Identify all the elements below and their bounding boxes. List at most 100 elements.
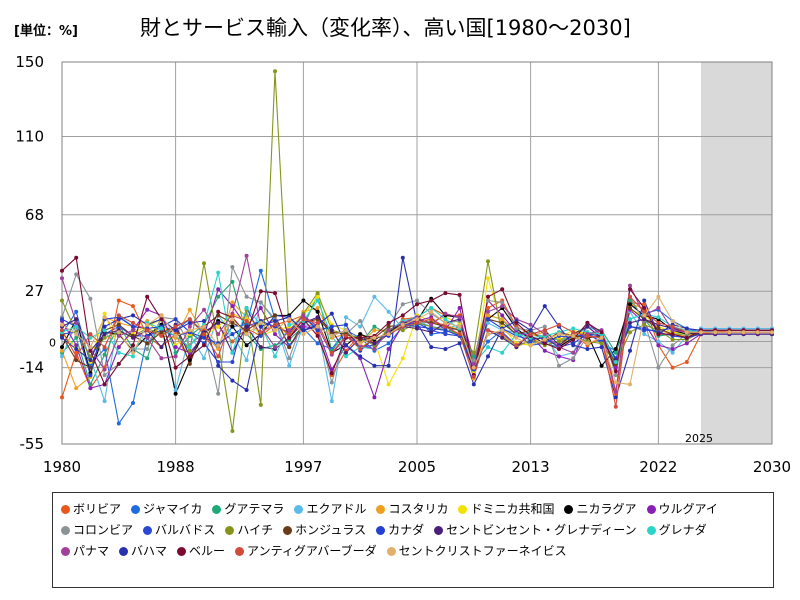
data-point [372,328,377,333]
data-point [486,298,490,303]
data-point [74,272,79,277]
data-point [230,279,235,284]
legend-label: パナマ [73,544,110,558]
data-point [344,343,348,348]
data-point [131,304,135,309]
data-point [585,347,590,351]
data-point [415,326,419,331]
data-point [102,324,107,329]
legend-marker [61,505,70,514]
data-point [329,399,334,404]
data-point [88,382,93,387]
data-point [514,320,519,325]
data-point [258,330,263,335]
data-point [557,347,561,351]
data-point [755,330,760,335]
data-point [400,313,405,318]
data-point [386,382,391,387]
legend-label: コスタリカ [388,502,449,516]
data-point [670,319,675,323]
data-point [74,343,79,348]
data-point [60,328,64,333]
legend-item: ジャマイカ [131,499,202,520]
data-point [486,317,490,322]
data-point [429,309,434,314]
data-point [88,386,93,391]
data-point [599,341,604,346]
data-point [131,347,135,351]
data-point [230,429,235,433]
data-point [258,268,263,273]
data-point [613,395,618,400]
data-point [528,322,533,327]
data-point [486,294,490,299]
data-point [670,347,675,351]
data-point [315,328,320,333]
legend-marker [434,526,444,535]
data-point [88,345,93,350]
data-point [244,253,249,258]
data-point [216,324,221,329]
data-point [273,313,277,318]
data-point [329,324,334,329]
data-point [173,345,178,350]
data-point [230,332,235,337]
data-point [187,348,192,353]
data-point [684,326,689,331]
data-point [613,350,618,355]
data-point [571,330,576,335]
data-point [500,335,505,340]
data-point [514,335,519,340]
x-tick-label: 1980 [43,458,81,476]
data-point [429,345,434,350]
data-point [102,345,107,350]
data-point [88,332,93,337]
legend-label: ハイチ [237,523,274,537]
data-point [102,335,107,340]
data-point [230,313,235,318]
data-point [684,360,689,364]
data-point [145,356,150,361]
data-point [457,315,462,320]
data-point [628,324,632,329]
data-point [500,320,505,325]
data-point [273,345,277,350]
data-point [216,343,221,348]
data-point [542,304,547,309]
data-point [159,326,164,331]
data-point [656,339,661,344]
data-point [443,317,448,322]
data-point [173,354,178,359]
legend-label: カナダ [388,523,425,537]
data-point [258,345,263,350]
data-point [628,298,632,303]
data-point [74,354,79,359]
legend-item: バルバドス [143,520,215,541]
data-point [216,294,221,299]
data-point [613,365,618,370]
x-tick-label: 1997 [284,458,322,476]
chart-title: 財とサービス輸入（変化率）、高い国[1980～2030] [140,16,631,40]
data-point [116,333,121,338]
data-point [486,328,490,333]
legend-label: グアテマラ [224,502,285,516]
data-point [585,324,590,329]
data-point [500,328,505,333]
legend-label: ニカラグア [576,502,637,516]
data-point [628,302,632,307]
data-point [386,363,391,368]
legend-marker [212,505,222,514]
data-point [613,380,618,385]
data-point [258,289,263,294]
data-point [159,345,164,350]
data-point [244,388,249,392]
data-point [571,326,576,331]
legend-label: ボリビア [73,502,122,516]
data-point [486,332,490,337]
data-point [486,339,490,344]
data-point [386,328,391,333]
data-point [173,350,178,355]
data-point [216,347,221,351]
data-point [656,294,661,299]
data-point [471,350,476,355]
